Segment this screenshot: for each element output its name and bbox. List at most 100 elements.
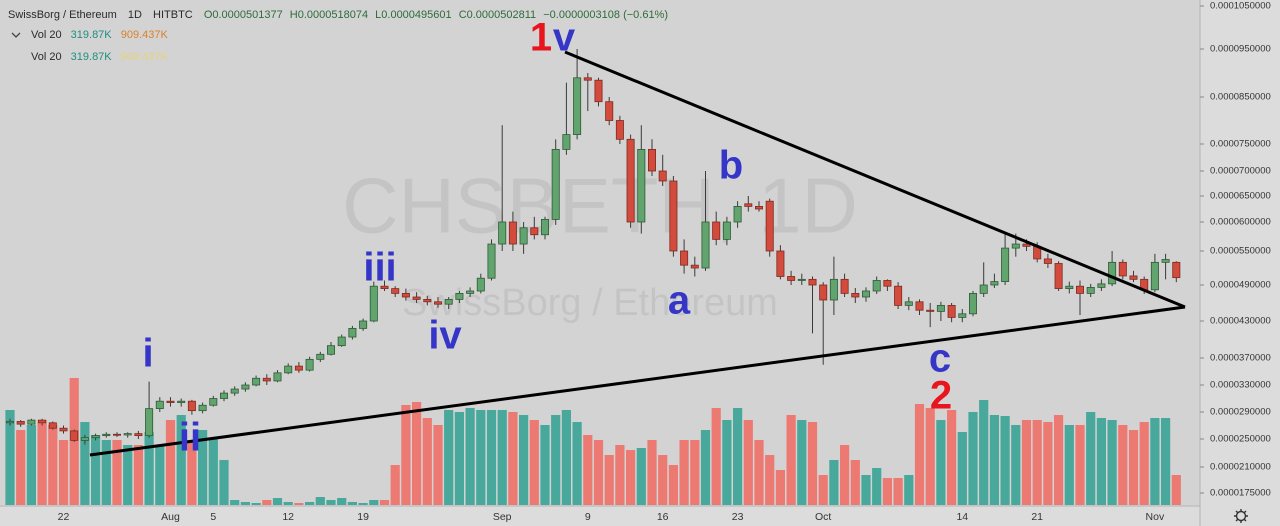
open-value: O0.0000501377: [204, 9, 283, 21]
candle-body: [722, 221, 731, 240]
candle-body: [926, 309, 935, 312]
volume-bar: [390, 465, 400, 505]
settings-icon[interactable]: [1234, 509, 1248, 523]
candle-body: [348, 327, 357, 338]
candle-body: [990, 281, 999, 286]
volume-bar: [593, 440, 604, 505]
price-pane: [6, 49, 1181, 445]
volume-bar: [315, 497, 325, 505]
volume-bar: [1128, 430, 1139, 505]
candle-body: [498, 221, 507, 245]
candle-body: [337, 336, 346, 347]
volume-bar: [401, 405, 411, 505]
volume-bar: [807, 422, 818, 505]
y-tick-label: 0.0000175000: [1210, 488, 1271, 499]
volume-bar: [16, 430, 26, 505]
candle-body: [573, 77, 582, 136]
candle-body: [230, 388, 239, 394]
volume-bar: [262, 500, 272, 505]
interval: 1D: [128, 9, 142, 21]
x-tick-label: 23: [732, 511, 744, 523]
volume-bar: [540, 425, 550, 505]
volume-bar: [101, 440, 111, 505]
wave-label: i: [142, 332, 153, 376]
candle-body: [166, 400, 175, 403]
candle-body: [690, 264, 699, 269]
volume-bar: [529, 420, 539, 505]
volume-bar: [144, 432, 154, 505]
candle-body: [541, 218, 550, 236]
candle-body: [391, 288, 400, 294]
candle-body: [102, 433, 111, 437]
candle-body: [209, 398, 218, 406]
indicator-volume: 319.87K: [71, 29, 113, 41]
volume-bar: [133, 445, 143, 505]
volume-bar: [412, 402, 422, 505]
volume-bar: [872, 468, 882, 505]
x-tick-label: 14: [956, 511, 968, 523]
volume-bar: [1054, 415, 1064, 505]
wave-label: ii: [179, 416, 201, 460]
candle-body: [1086, 286, 1095, 294]
volume-bar: [272, 498, 283, 505]
wave-label: a: [668, 279, 691, 323]
volume-bar: [1086, 412, 1096, 505]
volume-bar: [1096, 418, 1106, 505]
volume-bar: [968, 412, 978, 505]
candle-body: [894, 285, 903, 306]
y-tick-label: 0.0000370000: [1210, 353, 1271, 364]
y-tick-label: 0.0000650000: [1210, 191, 1271, 202]
trend-line: [564, 50, 1186, 309]
candle-body: [765, 200, 774, 252]
indicator-row: Vol 20 319.87K 909.437K: [31, 29, 168, 41]
y-tick-label: 0.0000210000: [1210, 462, 1271, 473]
volume-bar: [925, 408, 935, 505]
candle-body: [915, 301, 924, 311]
volume-bar: [604, 455, 614, 505]
candle-body: [59, 427, 68, 432]
volume-bar: [294, 503, 304, 505]
watermark-description: SwissBorg / Ethereum: [402, 282, 778, 324]
volume-bar: [519, 415, 529, 505]
volume-bar: [1150, 418, 1160, 505]
change-value: −0.0000003108 (−0.61%): [543, 9, 668, 21]
close-value: C0.0000502811: [459, 9, 536, 21]
candle-body: [840, 278, 849, 294]
wave-label: b: [719, 144, 743, 188]
candle-body: [48, 422, 57, 429]
x-tick-label: Aug: [161, 511, 180, 523]
x-tick-label: 9: [585, 511, 591, 523]
volume-bar: [647, 440, 657, 505]
volume-bar: [904, 475, 914, 505]
candle-body: [305, 358, 314, 371]
candle-body: [904, 301, 913, 306]
volume-bar: [1161, 418, 1171, 505]
wave-label: 2: [930, 374, 952, 418]
wave-label: iii: [363, 246, 396, 290]
volume-bar: [465, 408, 475, 505]
y-tick-label: 0.0000700000: [1210, 166, 1271, 177]
candle-body: [1118, 261, 1127, 277]
volume-bar: [48, 425, 58, 505]
volume-bar: [829, 460, 839, 505]
candle-body: [680, 250, 689, 266]
indicator-name: Vol 20: [31, 29, 62, 41]
wave-label: c: [929, 337, 951, 381]
volume-bar: [379, 500, 390, 505]
candle-body: [744, 203, 753, 207]
axes: 0.0001050000 0.0000950000 0.0000850000 0.00…: [58, 1, 1271, 523]
volume-bar: [840, 445, 850, 505]
indicator-row: Vol 20 319.87K 909.437K: [31, 51, 168, 63]
candle-body: [466, 290, 475, 294]
volume-bar: [305, 502, 315, 505]
candle-body: [70, 430, 79, 441]
trend-line: [89, 305, 1186, 457]
candle-body: [326, 345, 335, 355]
volume-bar: [358, 503, 368, 505]
candle-body: [648, 148, 657, 172]
candle-body: [1108, 261, 1117, 285]
y-tick-label: 0.0000600000: [1210, 217, 1271, 228]
volume-bar: [176, 415, 186, 505]
collapse-icon[interactable]: [11, 32, 21, 38]
